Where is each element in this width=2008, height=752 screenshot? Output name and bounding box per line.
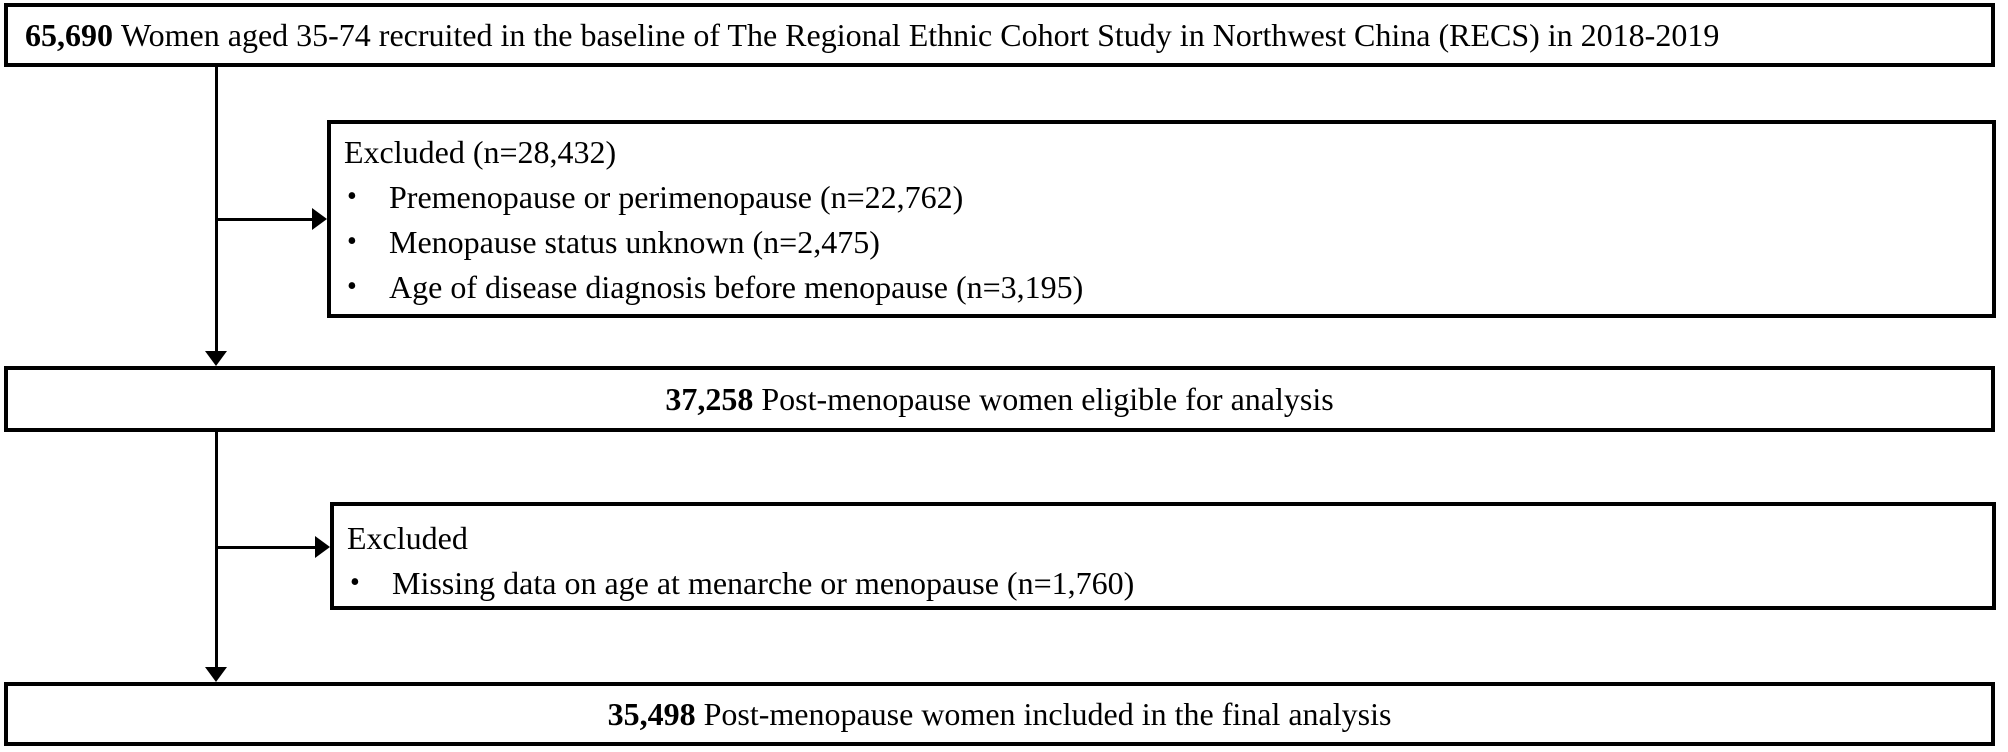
connector-horizontal-1 [215, 218, 313, 221]
exclusion-box-1: Excluded (n=28,432) • Premenopause or pe… [327, 120, 1996, 318]
connector-horizontal-2 [215, 546, 316, 549]
connector-vertical-2 [215, 432, 218, 668]
arrowhead-right-2-icon [315, 536, 330, 558]
recruitment-text: Women aged 35-74 recruited in the baseli… [121, 17, 1720, 53]
exclusion-2-title: Excluded [347, 519, 468, 556]
exclusion-1-title: Excluded (n=28,432) [344, 133, 617, 170]
bullet-icon: • [347, 181, 357, 212]
arrowhead-right-1-icon [312, 208, 327, 230]
arrowhead-down-2-icon [205, 667, 227, 682]
exclusion-2-item-text: Missing data on age at menarche or menop… [392, 564, 1135, 601]
recruitment-box: 65,690 Women aged 35-74 recruited in the … [4, 3, 1995, 67]
exclusion-2-item: • Missing data on age at menarche or men… [344, 560, 1982, 605]
final-count: 35,498 [607, 696, 696, 732]
bullet-icon: • [347, 226, 357, 257]
eligible-box: 37,258 Post-menopause women eligible for … [4, 366, 1995, 432]
connector-vertical-1 [215, 66, 218, 352]
exclusion-1-item: • Menopause status unknown (n=2,475) [341, 219, 1982, 264]
recruitment-count: 65,690 [25, 17, 113, 53]
exclusion-1-item: • Age of disease diagnosis before menopa… [341, 264, 1982, 309]
exclusion-1-item: • Premenopause or perimenopause (n=22,76… [341, 174, 1982, 219]
final-analysis-box: 35,498 Post-menopause women included in t… [4, 682, 1995, 746]
eligible-text: Post-menopause women eligible for analys… [761, 381, 1334, 417]
final-text: Post-menopause women included in the fin… [703, 696, 1392, 732]
exclusion-1-item-text: Menopause status unknown (n=2,475) [389, 223, 880, 260]
exclusion-box-2: Excluded • Missing data on age at menarc… [330, 502, 1996, 610]
bullet-icon: • [350, 567, 360, 598]
bullet-icon: • [347, 271, 357, 302]
eligible-count: 37,258 [665, 381, 754, 417]
arrowhead-down-1-icon [205, 351, 227, 366]
exclusion-1-item-text: Premenopause or perimenopause (n=22,762) [389, 178, 964, 215]
exclusion-1-item-text: Age of disease diagnosis before menopaus… [389, 268, 1084, 305]
